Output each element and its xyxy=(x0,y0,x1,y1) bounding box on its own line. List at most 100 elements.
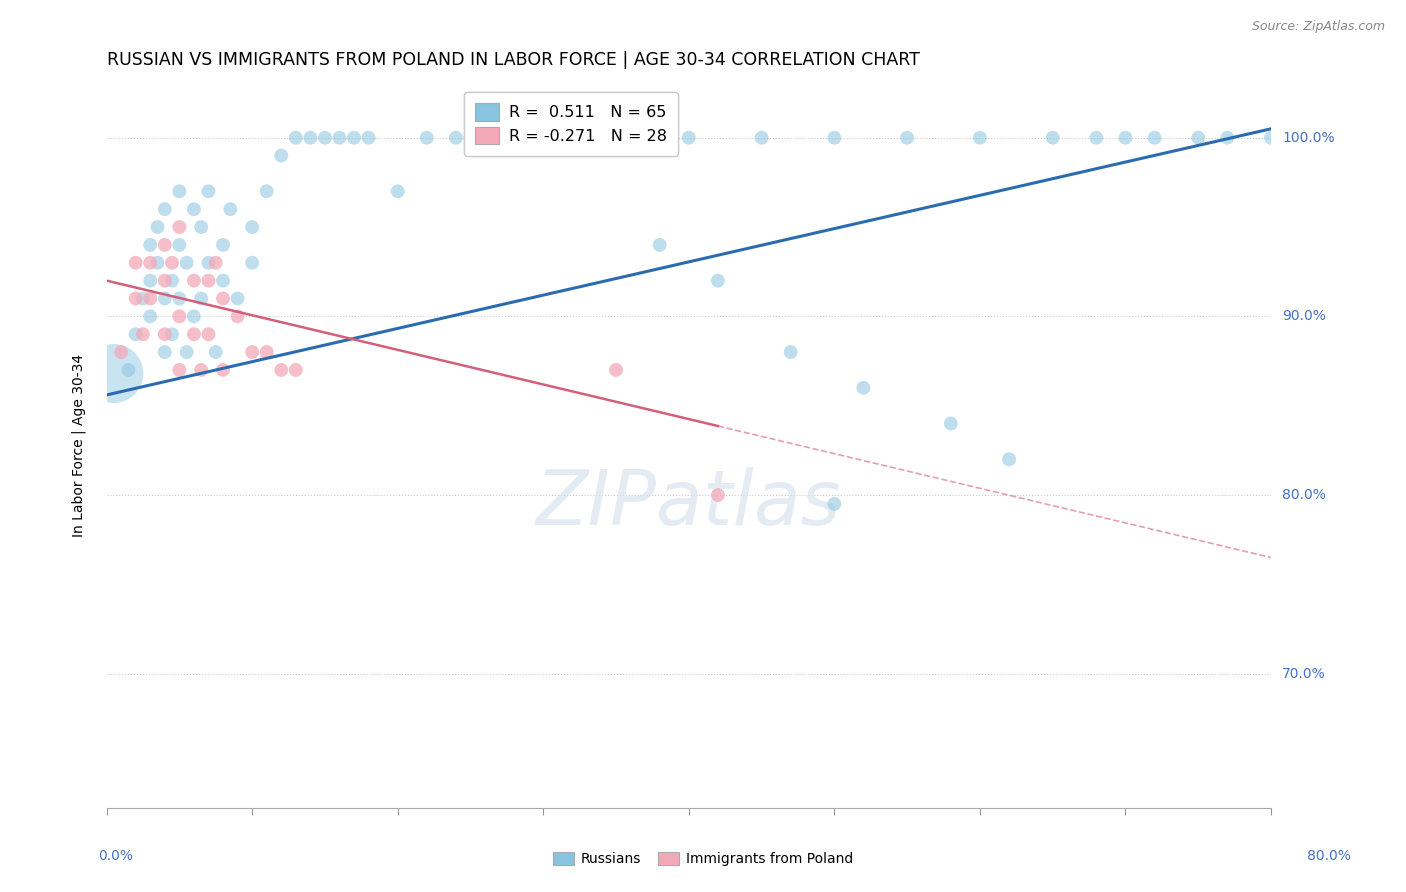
Point xyxy=(998,452,1021,467)
Legend: R =  0.511   N = 65, R = -0.271   N = 28: R = 0.511 N = 65, R = -0.271 N = 28 xyxy=(464,92,678,156)
Point xyxy=(939,417,962,431)
Point xyxy=(212,274,235,288)
Point xyxy=(169,184,191,198)
Point xyxy=(153,274,176,288)
Legend: Russians, Immigrants from Poland: Russians, Immigrants from Poland xyxy=(547,847,859,871)
Point xyxy=(153,327,176,342)
Point xyxy=(139,292,162,306)
Point xyxy=(852,381,875,395)
Point xyxy=(969,130,991,145)
Point xyxy=(169,292,191,306)
Point xyxy=(219,202,242,216)
Point xyxy=(284,130,307,145)
Point xyxy=(1085,130,1108,145)
Point xyxy=(183,202,205,216)
Point xyxy=(896,130,918,145)
Text: 100.0%: 100.0% xyxy=(1282,131,1334,145)
Text: RUSSIAN VS IMMIGRANTS FROM POLAND IN LABOR FORCE | AGE 30-34 CORRELATION CHART: RUSSIAN VS IMMIGRANTS FROM POLAND IN LAB… xyxy=(107,51,920,69)
Point xyxy=(146,256,169,270)
Point xyxy=(212,238,235,252)
Point xyxy=(226,292,249,306)
Text: Source: ZipAtlas.com: Source: ZipAtlas.com xyxy=(1251,20,1385,33)
Point xyxy=(183,310,205,324)
Point xyxy=(204,256,226,270)
Point xyxy=(779,345,801,359)
Point xyxy=(605,363,627,377)
Point xyxy=(328,130,350,145)
Point xyxy=(146,220,169,235)
Point xyxy=(678,130,700,145)
Point xyxy=(212,292,235,306)
Point xyxy=(183,274,205,288)
Point xyxy=(110,345,132,359)
Point xyxy=(240,256,263,270)
Point xyxy=(190,292,212,306)
Point xyxy=(139,238,162,252)
Point xyxy=(153,345,176,359)
Point xyxy=(197,327,219,342)
Point xyxy=(169,310,191,324)
Text: 90.0%: 90.0% xyxy=(1282,310,1326,324)
Point xyxy=(160,274,183,288)
Point xyxy=(132,292,155,306)
Point xyxy=(270,363,292,377)
Point xyxy=(1143,130,1166,145)
Point xyxy=(153,238,176,252)
Point xyxy=(139,256,162,270)
Point xyxy=(343,130,366,145)
Point xyxy=(190,363,212,377)
Point xyxy=(197,184,219,198)
Point xyxy=(169,220,191,235)
Point xyxy=(531,130,554,145)
Text: 0.0%: 0.0% xyxy=(98,849,132,863)
Point xyxy=(226,310,249,324)
Point xyxy=(125,292,148,306)
Point xyxy=(160,256,183,270)
Point xyxy=(125,327,148,342)
Point xyxy=(416,130,439,145)
Point xyxy=(605,130,627,145)
Point xyxy=(103,367,125,381)
Point xyxy=(117,363,139,377)
Point xyxy=(707,274,730,288)
Point xyxy=(256,184,278,198)
Point xyxy=(1260,130,1282,145)
Point xyxy=(125,256,148,270)
Point xyxy=(204,345,226,359)
Point xyxy=(299,130,322,145)
Point xyxy=(387,184,409,198)
Point xyxy=(176,256,198,270)
Point xyxy=(270,148,292,162)
Point xyxy=(707,488,730,502)
Point xyxy=(139,274,162,288)
Point xyxy=(823,497,845,511)
Point xyxy=(284,363,307,377)
Text: 80.0%: 80.0% xyxy=(1306,849,1351,863)
Point xyxy=(190,220,212,235)
Point xyxy=(153,202,176,216)
Text: 70.0%: 70.0% xyxy=(1282,666,1326,681)
Point xyxy=(197,256,219,270)
Point xyxy=(648,238,671,252)
Point xyxy=(183,327,205,342)
Point xyxy=(240,220,263,235)
Point xyxy=(751,130,773,145)
Point xyxy=(176,345,198,359)
Point xyxy=(153,292,176,306)
Point xyxy=(488,130,510,145)
Point xyxy=(169,238,191,252)
Point xyxy=(357,130,380,145)
Point xyxy=(139,310,162,324)
Point xyxy=(823,130,845,145)
Point xyxy=(314,130,336,145)
Point xyxy=(132,327,155,342)
Point xyxy=(1114,130,1136,145)
Text: 80.0%: 80.0% xyxy=(1282,488,1326,502)
Point xyxy=(444,130,467,145)
Point xyxy=(1187,130,1209,145)
Text: ZIPatlas: ZIPatlas xyxy=(536,467,841,541)
Point xyxy=(1042,130,1064,145)
Point xyxy=(1216,130,1239,145)
Point xyxy=(169,363,191,377)
Point xyxy=(212,363,235,377)
